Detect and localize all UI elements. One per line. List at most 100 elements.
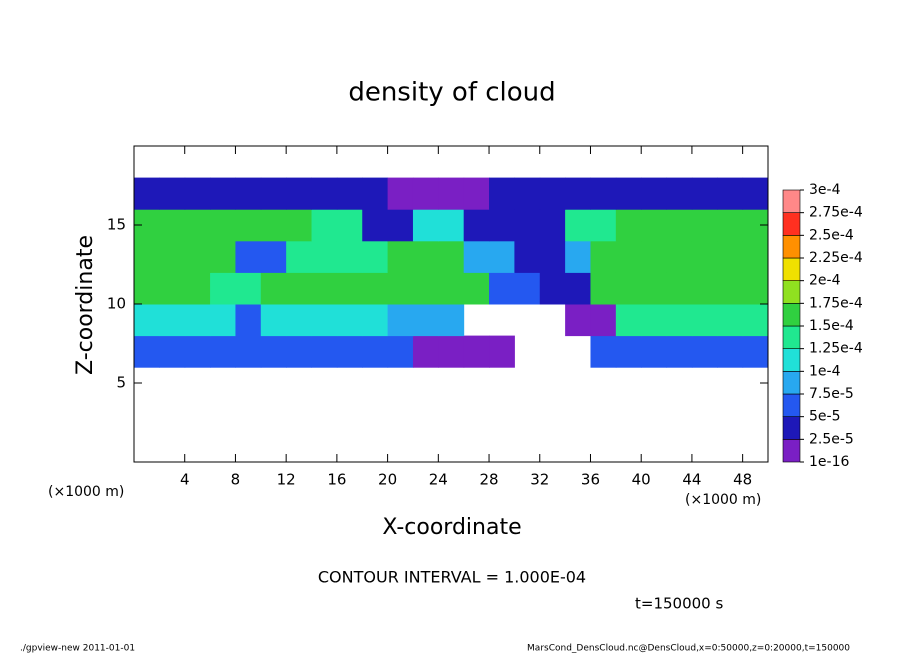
heat-cell: [387, 209, 414, 242]
x-tick-label: 36: [581, 471, 600, 489]
heat-cell: [286, 304, 313, 337]
colorbar-box: [782, 212, 801, 236]
x-unit-label: (×1000 m): [685, 492, 761, 508]
heat-cell: [412, 177, 439, 210]
heat-cell: [641, 240, 668, 273]
heat-cell: [742, 304, 769, 337]
heat-cell: [134, 240, 160, 273]
heat-cell: [311, 304, 338, 337]
heat-cell: [235, 209, 262, 242]
colorbar-box: [782, 393, 801, 417]
heat-cell: [489, 209, 515, 242]
heat-cell: [362, 177, 389, 210]
heat-cell: [717, 240, 744, 273]
x-axis-label: X-coordinate: [382, 515, 521, 540]
x-tick-label: 28: [479, 471, 498, 489]
x-tick-label: 4: [180, 471, 190, 489]
heat-cell: [666, 335, 693, 368]
heat-cell: [159, 335, 186, 368]
heat-cell: [666, 272, 693, 305]
heat-cell: [641, 177, 668, 210]
colorbar-label: 1e-16: [809, 454, 849, 470]
heat-cell: [210, 240, 236, 273]
heat-cell: [134, 177, 160, 210]
heat-cell: [691, 272, 718, 305]
heat-cell: [159, 240, 186, 273]
colorbar-label: 1.75e-4: [809, 295, 863, 311]
heat-cell: [565, 209, 591, 242]
heat-cell: [438, 209, 465, 242]
colorbar-box: [782, 325, 801, 349]
x-tick-label: 40: [632, 471, 651, 489]
heat-cell: [641, 304, 668, 337]
heat-cell: [412, 335, 439, 368]
y-axis-label: Z-coordinate: [73, 235, 98, 375]
heat-cell: [184, 240, 211, 273]
heat-cell: [590, 272, 617, 305]
heat-cell: [438, 304, 465, 337]
footer-right: MarsCond_DensCloud.nc@DensCloud,x=0:5000…: [527, 644, 850, 654]
heat-cell: [235, 272, 262, 305]
heat-cell: [235, 304, 262, 337]
heat-cell: [134, 335, 160, 368]
heat-cell: [184, 177, 211, 210]
heat-cell: [311, 272, 338, 305]
colorbar-box: [782, 439, 801, 463]
heat-cell: [489, 272, 515, 305]
heat-cell: [387, 177, 414, 210]
heat-cell: [691, 335, 718, 368]
heat-cell: [159, 177, 186, 210]
heat-cell: [717, 335, 744, 368]
colorbar-box: [782, 371, 801, 395]
heat-cell: [641, 335, 668, 368]
heat-cell: [134, 272, 160, 305]
heat-cell: [362, 272, 389, 305]
heat-cell: [311, 209, 338, 242]
heat-cell: [463, 177, 490, 210]
contour-note: CONTOUR INTERVAL = 1.000E-04: [318, 568, 586, 587]
colorbar-label: 1.5e-4: [809, 318, 854, 334]
x-tick-label: 8: [231, 471, 241, 489]
heat-cell: [387, 240, 414, 273]
heat-cell: [210, 177, 236, 210]
heat-cell: [184, 304, 211, 337]
heat-cell: [336, 272, 363, 305]
heat-cell: [412, 240, 439, 273]
heat-cell: [286, 209, 313, 242]
heat-cell: [336, 209, 363, 242]
heat-cell: [539, 209, 566, 242]
colorbar-label: 3e-4: [809, 182, 841, 198]
heat-cell: [717, 209, 744, 242]
colorbar-label: 2e-4: [809, 273, 841, 289]
heat-cell: [742, 240, 769, 273]
heat-cell: [565, 240, 591, 273]
heat-cell: [260, 209, 287, 242]
heat-cell: [615, 240, 642, 273]
colorbar-label: 1.25e-4: [809, 341, 863, 357]
heat-cell: [717, 304, 744, 337]
heat-cell: [514, 240, 541, 273]
x-tick-label: 44: [682, 471, 701, 489]
heat-cell: [362, 240, 389, 273]
x-tick-label: 16: [327, 471, 346, 489]
colorbar-box: [782, 235, 801, 259]
heat-cell: [260, 272, 287, 305]
x-tick-label: 12: [277, 471, 296, 489]
heat-cell: [184, 209, 211, 242]
heat-cell: [362, 209, 389, 242]
time-label: t=150000 s: [635, 595, 723, 613]
heat-cell: [235, 177, 262, 210]
x-tick-label: 48: [733, 471, 752, 489]
heat-cell: [286, 272, 313, 305]
colorbar-box: [782, 416, 801, 440]
heat-cell: [489, 177, 515, 210]
heat-cell: [336, 304, 363, 337]
heat-cell: [286, 240, 313, 273]
heat-cell: [615, 304, 642, 337]
heat-cell: [235, 335, 262, 368]
heat-cell: [336, 240, 363, 273]
heat-cell: [260, 240, 287, 273]
heat-cell: [590, 240, 617, 273]
y-tick-label: 5: [116, 374, 126, 392]
